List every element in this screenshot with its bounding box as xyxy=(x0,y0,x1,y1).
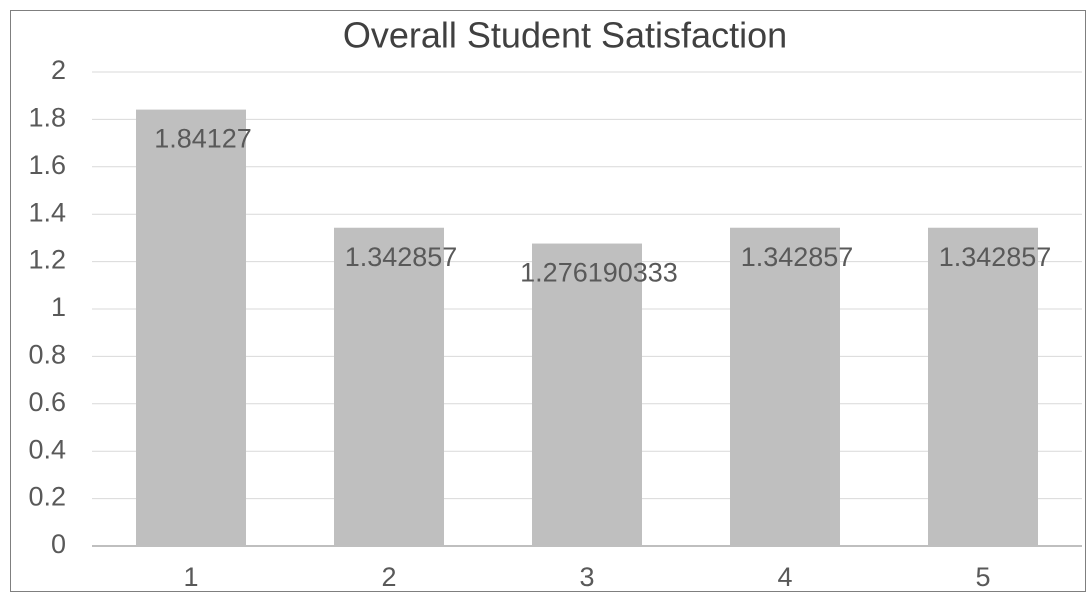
y-tick-label: 0.2 xyxy=(28,482,66,512)
bar xyxy=(532,243,642,546)
bar xyxy=(730,227,840,546)
y-tick-label: 0 xyxy=(51,529,66,559)
bar xyxy=(136,109,246,546)
data-label: 1.342857 xyxy=(741,242,854,272)
y-tick-label: 0.6 xyxy=(28,387,66,417)
x-tick-label: 5 xyxy=(975,562,990,592)
y-tick-label: 1.8 xyxy=(28,103,66,133)
x-tick-label: 1 xyxy=(183,562,198,592)
chart-title: Overall Student Satisfaction xyxy=(343,15,787,56)
x-tick-label: 2 xyxy=(381,562,396,592)
y-tick-label: 0.8 xyxy=(28,340,66,370)
data-label: 1.276190333 xyxy=(520,258,678,288)
y-tick-label: 1.6 xyxy=(28,150,66,180)
y-tick-label: 1 xyxy=(51,292,66,322)
bar xyxy=(928,227,1038,546)
bar xyxy=(334,227,444,546)
data-label: 1.342857 xyxy=(939,242,1052,272)
data-label: 1.84127 xyxy=(154,124,252,154)
x-tick-label: 4 xyxy=(777,562,792,592)
y-tick-label: 2 xyxy=(51,55,66,85)
x-tick-label: 3 xyxy=(579,562,594,592)
y-tick-label: 1.2 xyxy=(28,245,66,275)
data-label: 1.342857 xyxy=(345,242,458,272)
y-tick-label: 1.4 xyxy=(28,197,66,227)
y-tick-label: 0.4 xyxy=(28,434,66,464)
